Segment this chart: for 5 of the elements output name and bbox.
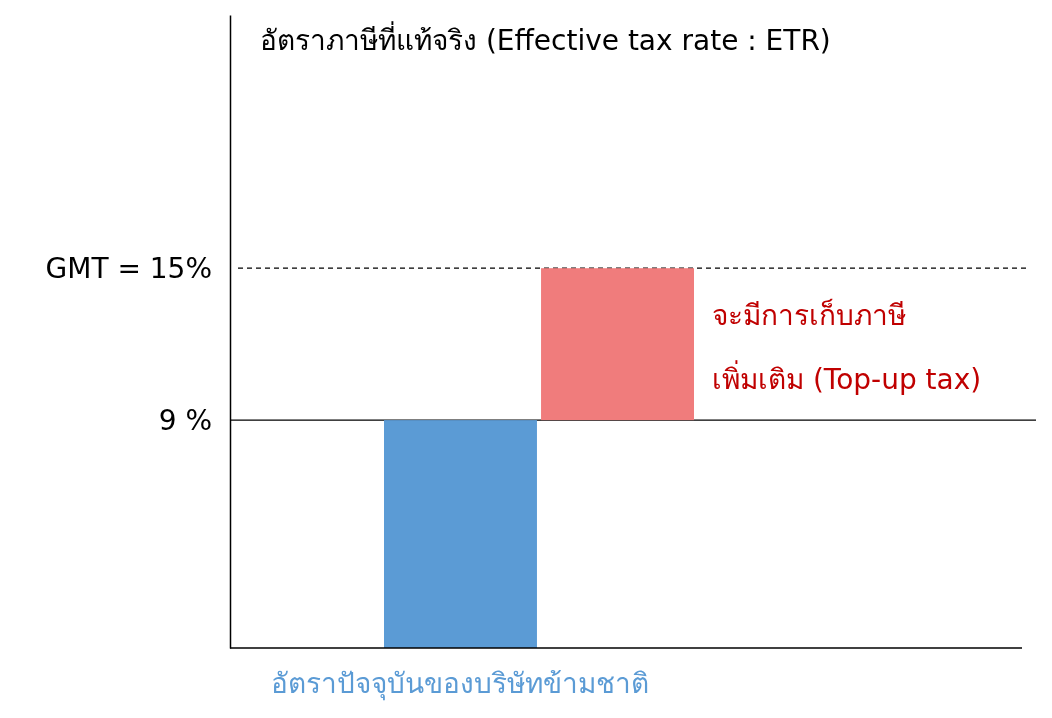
x-tick-label: อัตราปัจจุบันของบริษัทข้ามชาติ (271, 667, 650, 702)
text: จะมีการเก็บภาษี เพิ่มเติม (Top-up tax) (712, 298, 982, 396)
chart-title: อัตราภาษีที่แท้จริง (Effective tax rate : ETR) (260, 21, 831, 57)
y-tick-label: GMT = 15% (45, 251, 212, 285)
y-tick-label: 9 % (158, 403, 212, 437)
